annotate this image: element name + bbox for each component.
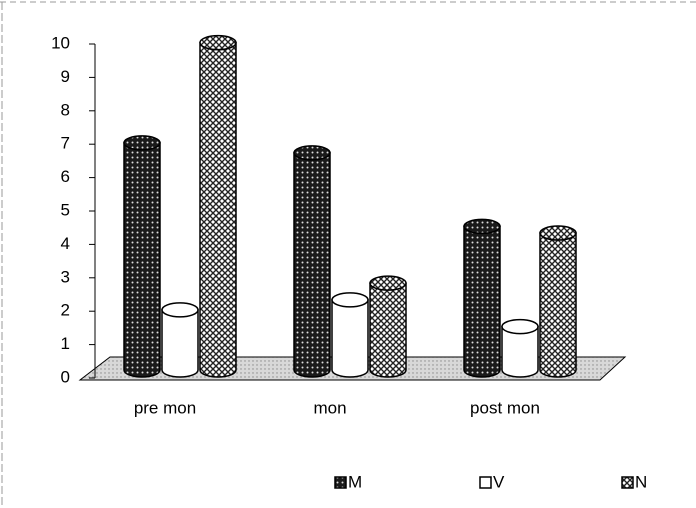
bar [199,34,237,378]
x-tick-label: pre mon [134,398,196,417]
y-tick-label: 3 [61,267,70,286]
bar [293,145,331,378]
y-tick-label: 1 [61,334,70,353]
bar [463,218,501,378]
bar [369,275,407,378]
bar [161,302,199,378]
x-tick-label: post mon [470,398,540,417]
y-tick-label: 6 [61,167,70,186]
legend-swatch [621,476,634,489]
y-tick-label: 8 [61,100,70,119]
y-tick-label: 0 [61,367,70,386]
y-tick-label: 5 [61,200,70,219]
bar [539,225,577,378]
legend-label: N [635,472,647,491]
legend-label: M [348,472,362,491]
bar [123,135,161,378]
y-tick-label: 7 [61,134,70,153]
x-tick-label: mon [313,398,346,417]
y-tick-label: 2 [61,301,70,320]
y-tick-label: 10 [51,33,70,52]
y-tick-label: 4 [61,234,70,253]
bar [501,318,539,378]
legend-swatch [334,476,347,489]
legend-swatch [479,476,492,489]
y-tick-label: 9 [61,67,70,86]
bar [331,292,369,378]
legend-label: V [493,472,505,491]
